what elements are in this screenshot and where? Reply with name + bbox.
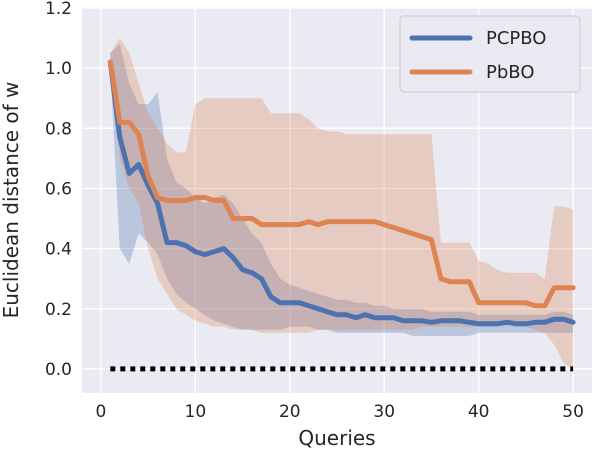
line-pcpbo (107, 59, 576, 327)
y-axis-label: Euclidean distance of w (0, 82, 23, 319)
y-tick-label: 0.2 (45, 300, 72, 320)
y-tick-label: 0.6 (45, 179, 72, 199)
y-tick-label: 1.0 (45, 59, 72, 79)
x-tick-label: 40 (468, 402, 490, 422)
x-tick-label: 50 (562, 402, 584, 422)
line-pbbo (107, 59, 576, 309)
confidence-bands (110, 38, 574, 369)
band-pbbo (110, 38, 574, 369)
y-tick-label: 0.8 (45, 119, 72, 139)
x-tick-label: 10 (185, 402, 207, 422)
y-tick-label: 0.0 (45, 360, 72, 380)
series-lines (107, 59, 576, 372)
y-tick-label: 1.2 (45, 0, 72, 19)
x-tick-label: 0 (95, 402, 106, 422)
x-tick-label: 20 (279, 402, 301, 422)
grid (82, 7, 592, 393)
band-pcpbo (110, 44, 574, 336)
legend-label-pbbo: PbBO (486, 62, 534, 83)
x-tick-labels: 0 10 20 30 40 50 (95, 402, 583, 422)
legend-label-pcpbo: PCPBO (486, 28, 546, 49)
legend: PCPBO PbBO (399, 15, 581, 93)
y-tick-labels: 0.0 0.2 0.4 0.6 0.8 1.0 1.2 (45, 0, 72, 380)
y-tick-label: 0.4 (45, 240, 72, 260)
x-tick-label: 30 (373, 402, 395, 422)
x-axis-label: Queries (298, 426, 375, 450)
